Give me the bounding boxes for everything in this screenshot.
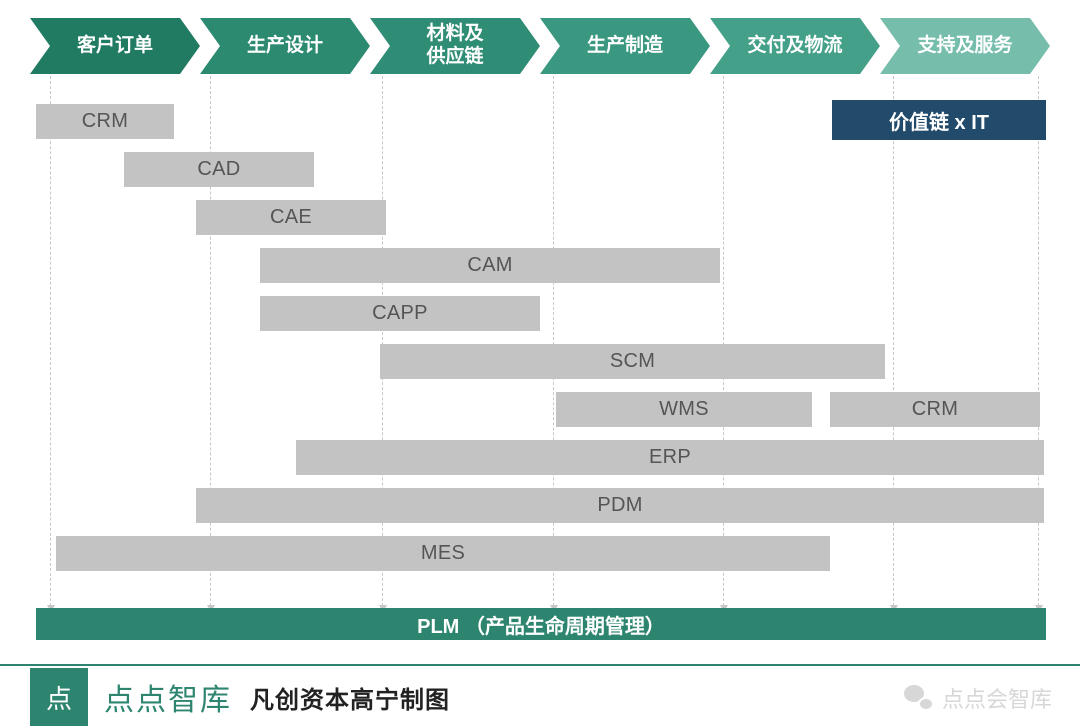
footer: 点 点点智库 凡创资本高宁制图 点点会智库	[0, 664, 1080, 728]
chevron-stage: 支持及服务	[880, 18, 1050, 74]
system-bar: CAPP	[260, 296, 540, 331]
chevron-stage: 生产制造	[540, 18, 710, 74]
logo-icon: 点	[30, 668, 88, 726]
chevron-stage: 生产设计	[200, 18, 370, 74]
system-bar: SCM	[380, 344, 885, 379]
chevron-stage: 材料及供应链	[370, 18, 540, 74]
value-chain-it-badge: 价值链 x IT	[832, 100, 1046, 140]
chevron-row: 客户订单生产设计材料及供应链生产制造交付及物流支持及服务	[0, 18, 1080, 74]
system-bar: CAD	[124, 152, 314, 187]
divider-line	[893, 76, 894, 606]
divider-line	[553, 76, 554, 606]
system-bar: PDM	[196, 488, 1044, 523]
system-bar: CAE	[196, 200, 386, 235]
wechat-icon	[904, 685, 934, 711]
footer-subtitle: 凡创资本高宁制图	[250, 680, 450, 715]
chevron-stage: 客户订单	[30, 18, 200, 74]
divider-line	[382, 76, 383, 606]
divider-line	[723, 76, 724, 606]
chevron-stage: 交付及物流	[710, 18, 880, 74]
system-bar: CRM	[36, 104, 174, 139]
value-chain-diagram: 客户订单生产设计材料及供应链生产制造交付及物流支持及服务 价值链 x IT CR…	[0, 0, 1080, 728]
system-bar: CRM	[830, 392, 1040, 427]
value-chain-it-label: 价值链 x IT	[889, 106, 989, 135]
plm-bar: PLM （产品生命周期管理）	[36, 608, 1046, 640]
divider-line	[50, 76, 51, 606]
plm-label: PLM （产品生命周期管理）	[417, 610, 665, 639]
footer-watermark: 点点会智库	[904, 682, 1052, 714]
system-bar: ERP	[296, 440, 1044, 475]
footer-brand: 点点智库	[104, 675, 232, 719]
divider-line	[1038, 76, 1039, 606]
system-bar: WMS	[556, 392, 812, 427]
system-bar: MES	[56, 536, 830, 571]
system-bar: CAM	[260, 248, 720, 283]
